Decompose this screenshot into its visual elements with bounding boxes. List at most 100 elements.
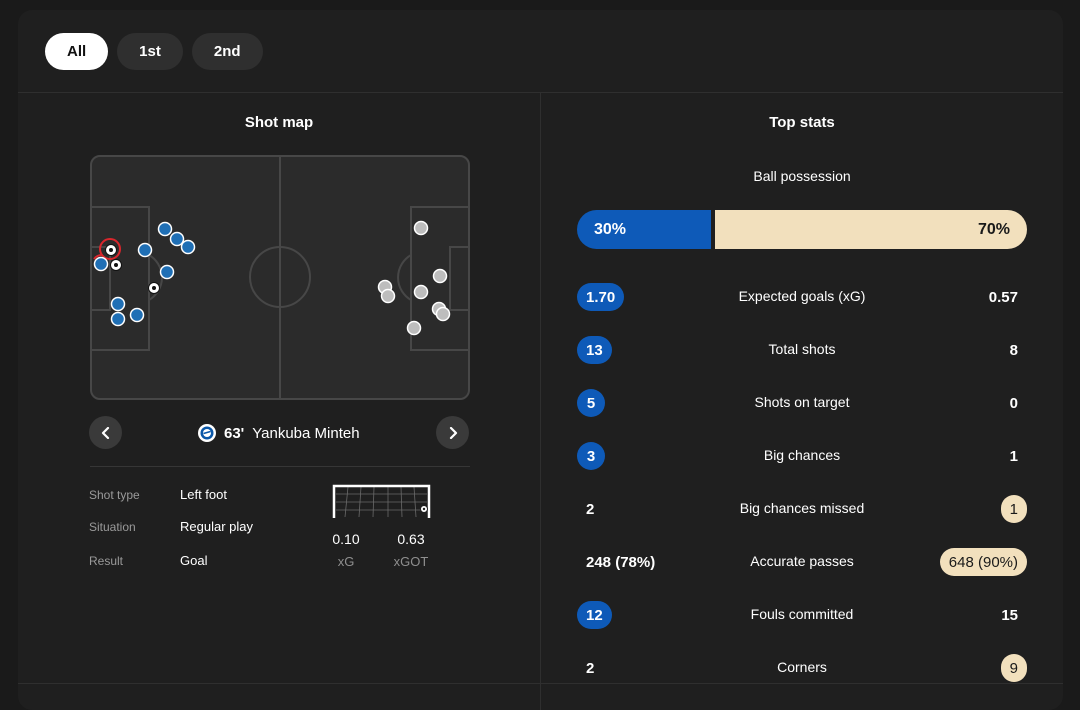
goal-frame-icon xyxy=(332,484,431,519)
stat-home-value: 3 xyxy=(577,442,605,470)
shot-map-pitch xyxy=(90,155,470,400)
detail-value-shot-type: Left foot xyxy=(180,487,227,502)
stat-home-value: 248 (78%) xyxy=(577,548,655,576)
stat-label: Total shots xyxy=(768,341,836,357)
stat-away-value: 0 xyxy=(1010,389,1027,417)
away-shot-marker[interactable] xyxy=(380,288,396,304)
stat-away-text: 8 xyxy=(1009,341,1018,359)
goal-shot-marker[interactable] xyxy=(105,244,117,256)
stat-away-text: 648 (90%) xyxy=(939,548,1027,576)
home-shot-marker[interactable] xyxy=(93,256,109,272)
stat-home-text: 2 xyxy=(586,659,595,677)
stat-away-value: 8 xyxy=(1010,336,1027,364)
detail-label-result: Result xyxy=(89,554,124,568)
stat-home-text: 12 xyxy=(577,601,612,629)
top-stats-title: Top stats xyxy=(769,114,835,131)
period-tabs: All 1st 2nd xyxy=(45,33,263,70)
stat-away-value: 9 xyxy=(1000,654,1027,682)
possession-away: 70% xyxy=(714,210,1027,249)
detail-label-situation: Situation xyxy=(89,520,136,534)
xgot-label: xGOT xyxy=(393,554,429,569)
stat-away-text: 15 xyxy=(1001,606,1018,624)
away-shot-marker[interactable] xyxy=(406,320,422,336)
goal-shot-marker[interactable] xyxy=(110,259,122,271)
xgot-value: 0.63 xyxy=(397,531,425,547)
stat-home-value: 2 xyxy=(577,654,594,682)
selected-shot-player: 63' Yankuba Minteh xyxy=(198,422,360,444)
stat-label: Expected goals (xG) xyxy=(738,288,866,304)
stat-home-text: 3 xyxy=(577,442,605,470)
home-shot-marker[interactable] xyxy=(137,242,153,258)
pitch-svg xyxy=(90,155,470,400)
stat-home-value: 12 xyxy=(577,601,612,629)
stat-row: Accurate passes 248 (78%) 648 (90%) xyxy=(577,548,1027,576)
away-shot-marker[interactable] xyxy=(413,220,429,236)
tab-second-half[interactable]: 2nd xyxy=(191,33,263,70)
stat-home-text: 1.70 xyxy=(577,283,625,311)
selected-shot-ring xyxy=(93,254,103,260)
detail-value-result: Goal xyxy=(180,553,208,568)
home-shot-marker[interactable] xyxy=(169,231,185,247)
stat-row: Total shots 13 8 xyxy=(577,336,1027,364)
possession-label: Ball possession xyxy=(753,168,851,184)
stat-away-text: 9 xyxy=(1000,654,1027,682)
possession-home: 30% xyxy=(577,210,711,249)
stat-away-text: 1 xyxy=(1000,495,1027,523)
stat-away-value: 1 xyxy=(1000,495,1027,523)
stat-home-text: 248 (78%) xyxy=(586,553,656,571)
home-shot-marker[interactable] xyxy=(159,264,175,280)
stat-home-value: 5 xyxy=(577,389,605,417)
stat-home-text: 2 xyxy=(586,500,595,518)
stat-home-value: 1.70 xyxy=(577,283,625,311)
shot-minute: 63' xyxy=(224,424,245,442)
stat-away-value: 1 xyxy=(1010,442,1027,470)
tab-all[interactable]: All xyxy=(45,33,109,70)
home-shot-marker[interactable] xyxy=(110,296,126,312)
xg-value: 0.10 xyxy=(332,531,360,547)
tab-first-half[interactable]: 1st xyxy=(117,33,183,70)
stat-label: Big chances missed xyxy=(739,500,865,516)
chevron-left-icon xyxy=(101,426,109,439)
stat-label: Big chances xyxy=(763,447,841,463)
next-shot-button[interactable] xyxy=(436,416,469,449)
stat-away-value: 15 xyxy=(1001,601,1027,629)
stat-away-text: 0.57 xyxy=(988,288,1018,306)
previous-shot-button[interactable] xyxy=(89,416,122,449)
stat-label: Shots on target xyxy=(754,394,850,410)
away-shot-marker[interactable] xyxy=(432,268,448,284)
home-shot-marker[interactable] xyxy=(129,307,145,323)
shot-map-title: Shot map xyxy=(244,114,314,131)
stat-label: Corners xyxy=(777,659,827,675)
stat-row: Expected goals (xG) 1.70 0.57 xyxy=(577,283,1027,311)
divider xyxy=(90,466,470,467)
stat-row: Corners 2 9 xyxy=(577,654,1027,682)
stat-home-text: 13 xyxy=(577,336,612,364)
match-stats-card: All 1st 2nd Shot map xyxy=(18,10,1063,710)
home-shot-marker[interactable] xyxy=(157,221,173,237)
divider xyxy=(540,92,541,710)
detail-value-situation: Regular play xyxy=(180,519,253,534)
divider xyxy=(18,683,1063,684)
stat-away-value: 648 (90%) xyxy=(939,548,1027,576)
goal-shot-marker[interactable] xyxy=(148,282,160,294)
detail-label-shot-type: Shot type xyxy=(89,488,140,502)
stat-row: Big chances missed 2 1 xyxy=(577,495,1027,523)
stat-home-text: 5 xyxy=(577,389,605,417)
stat-home-value: 2 xyxy=(577,495,594,523)
stat-row: Big chances 3 1 xyxy=(577,442,1027,470)
stat-label: Accurate passes xyxy=(750,553,854,569)
selected-shot-ring xyxy=(99,238,121,260)
stat-label: Fouls committed xyxy=(750,606,854,622)
stat-row: Shots on target 5 0 xyxy=(577,389,1027,417)
home-shot-marker[interactable] xyxy=(180,239,196,255)
away-shot-marker[interactable] xyxy=(435,306,451,322)
stat-away-text: 0 xyxy=(1009,394,1018,412)
team-crest-icon xyxy=(198,424,216,442)
stat-home-value: 13 xyxy=(577,336,612,364)
chevron-right-icon xyxy=(449,426,457,439)
home-shot-marker[interactable] xyxy=(110,311,126,327)
xg-label: xG xyxy=(337,554,355,569)
stat-away-value: 0.57 xyxy=(989,283,1027,311)
away-shot-marker[interactable] xyxy=(413,284,429,300)
shot-player-name: Yankuba Minteh xyxy=(252,424,360,442)
